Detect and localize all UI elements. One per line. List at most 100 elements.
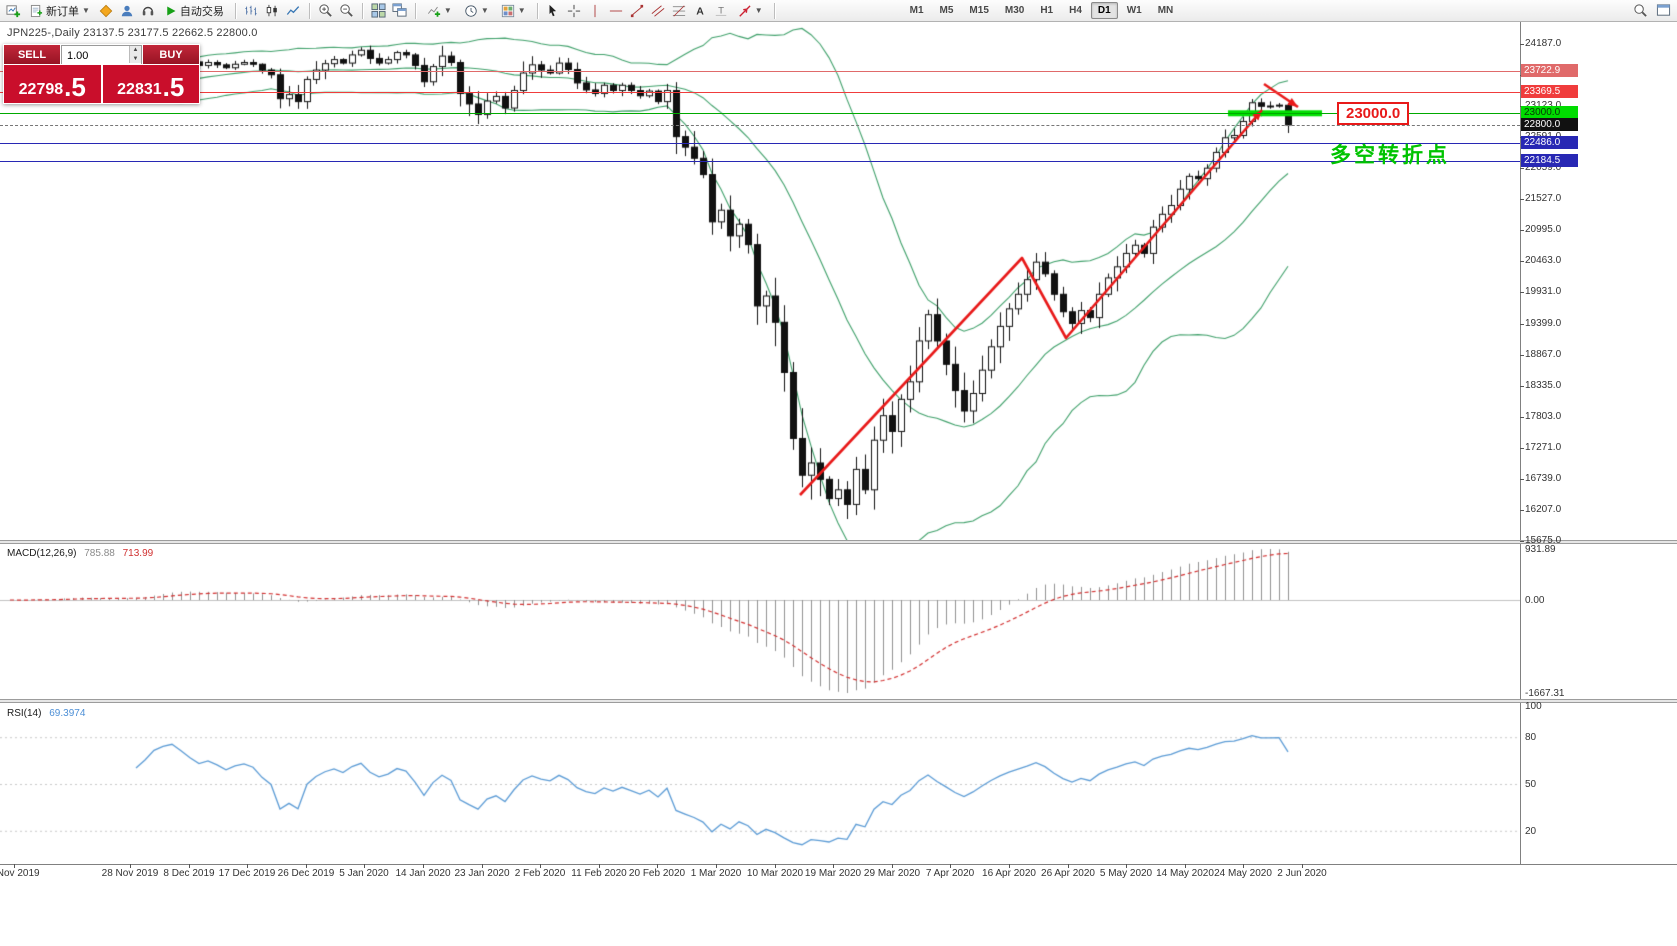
date-label: 23 Jan 2020 <box>454 868 510 879</box>
timeframe-w1[interactable]: W1 <box>1126 5 1142 16</box>
date-tick <box>1302 864 1303 868</box>
macd-scale-label: 0.00 <box>1525 595 1545 606</box>
sell-button[interactable]: SELL <box>4 45 60 64</box>
timeframe-mn[interactable]: MN <box>1157 5 1174 16</box>
date-label: 2 Jun 2020 <box>1277 868 1327 879</box>
channel-icon[interactable] <box>649 1 668 20</box>
timeframe-h1[interactable]: H1 <box>1040 5 1054 16</box>
new-chart-icon[interactable] <box>4 1 23 20</box>
volume-spinner: ▲ ▼ <box>129 46 141 63</box>
svg-text:A: A <box>696 5 704 17</box>
arrows-button[interactable]: ▼ <box>733 1 768 21</box>
timeframe-m15[interactable]: M15 <box>969 5 989 16</box>
date-tick <box>716 864 717 868</box>
sell-price-display[interactable]: 22798 .5 <box>4 65 101 103</box>
date-label: 20 Feb 2020 <box>628 868 686 879</box>
rsi-scale-label: 100 <box>1525 701 1542 712</box>
trendline-icon[interactable] <box>628 1 647 20</box>
crosshair-icon[interactable] <box>565 1 584 20</box>
panel-splitter-rsi[interactable] <box>0 699 1677 703</box>
candlestick-mode-icon[interactable] <box>263 1 282 20</box>
date-tick <box>364 864 365 868</box>
price-tick-mark <box>1520 447 1524 449</box>
price-tick-mark <box>1520 199 1524 201</box>
date-tick <box>306 864 307 868</box>
autotrading-button[interactable]: 自动交易 <box>160 1 229 21</box>
volume-input[interactable] <box>62 47 141 65</box>
date-tick <box>423 864 424 868</box>
date-tick <box>247 864 248 868</box>
vertical-line-icon[interactable] <box>586 1 605 20</box>
date-label: 26 Apr 2020 <box>1041 868 1095 879</box>
profile-icon[interactable] <box>118 1 137 20</box>
price-tick-mark <box>1520 478 1524 480</box>
price-tick-mark <box>1520 354 1524 356</box>
rsi-scale-label: 20 <box>1525 825 1537 837</box>
timeframe-m30[interactable]: M30 <box>1004 5 1025 16</box>
price-tick-mark <box>1520 323 1524 325</box>
price-tick-mark <box>1520 509 1524 511</box>
community-diamond-icon[interactable] <box>97 1 116 20</box>
indicators-icon <box>427 6 441 17</box>
date-label: 19 Mar 2020 <box>804 868 862 879</box>
new-order-button[interactable]: 新订单 ▼ <box>25 1 95 21</box>
date-tick <box>775 864 776 868</box>
zoom-in-icon[interactable] <box>316 1 335 20</box>
price-tick: 18335.0 <box>1525 379 1562 391</box>
price-tick: 22059.0 <box>1525 162 1562 174</box>
buy-button[interactable]: BUY <box>143 45 199 64</box>
toolbar-separator <box>234 2 236 19</box>
cascade-windows-icon[interactable] <box>390 1 409 20</box>
macd-signal-value: 713.99 <box>122 548 154 559</box>
macd-scale-label: -1667.31 <box>1525 688 1565 699</box>
timeframe-h4[interactable]: H4 <box>1069 5 1082 16</box>
date-tick <box>14 864 15 868</box>
chevron-down-icon: ▼ <box>443 5 452 15</box>
indicators-button[interactable]: ▼ <box>422 1 457 21</box>
play-icon <box>167 6 176 15</box>
bar-chart-mode-icon[interactable] <box>242 1 261 20</box>
cursor-icon[interactable] <box>544 1 563 20</box>
chart-symbol-title: JPN225-,Daily 23137.5 23177.5 22662.5 22… <box>7 27 258 39</box>
time-axis[interactable] <box>0 864 1677 887</box>
price-tick: 18867.0 <box>1525 348 1562 360</box>
timeframe-m5[interactable]: M5 <box>939 5 954 16</box>
price-tick-mark <box>1520 385 1524 387</box>
periods-button[interactable]: ▼ <box>459 1 494 21</box>
price-line-label: 22486.0 <box>1521 136 1578 149</box>
panel-splitter-macd[interactable] <box>0 540 1677 544</box>
text-icon[interactable]: A <box>691 1 710 20</box>
price-tick-mark <box>1520 416 1524 418</box>
price-line-label: 22800.0 <box>1521 118 1578 131</box>
date-label: 2 Feb 2020 <box>514 868 566 879</box>
market-watch-headset-icon[interactable] <box>139 1 158 20</box>
date-tick <box>833 864 834 868</box>
toolbar-separator <box>308 2 310 19</box>
date-tick <box>1009 864 1010 868</box>
date-tick <box>1243 864 1244 868</box>
search-icon[interactable] <box>1631 1 1650 20</box>
text-label-icon[interactable]: T <box>712 1 731 20</box>
date-label: 14 May 2020 <box>1156 868 1214 879</box>
price-callout-23000[interactable]: 23000.0 <box>1337 102 1410 125</box>
price-tick: 16739.0 <box>1525 472 1562 484</box>
tile-windows-icon[interactable] <box>369 1 388 20</box>
timeframe-d1[interactable]: D1 <box>1090 2 1118 19</box>
rsi-scale-label: 50 <box>1525 779 1537 790</box>
zoom-out-icon[interactable] <box>337 1 356 20</box>
chart-canvas[interactable] <box>0 22 1520 864</box>
rsi-name: RSI(14) <box>7 708 42 719</box>
fibonacci-icon[interactable] <box>670 1 689 20</box>
volume-up-button[interactable]: ▲ <box>129 46 141 55</box>
horizontal-line-icon[interactable] <box>607 1 626 20</box>
turning-point-note[interactable]: 多空转折点 <box>1330 144 1450 167</box>
volume-down-button[interactable]: ▼ <box>129 54 141 63</box>
timeframe-m1[interactable]: M1 <box>909 5 924 16</box>
line-chart-mode-icon[interactable] <box>284 1 303 20</box>
templates-button[interactable]: ▼ <box>496 1 531 21</box>
new-window-icon[interactable] <box>1654 1 1673 20</box>
price-line <box>0 71 1520 72</box>
buy-price-display[interactable]: 22831 .5 <box>102 65 199 103</box>
date-tick <box>130 864 131 868</box>
